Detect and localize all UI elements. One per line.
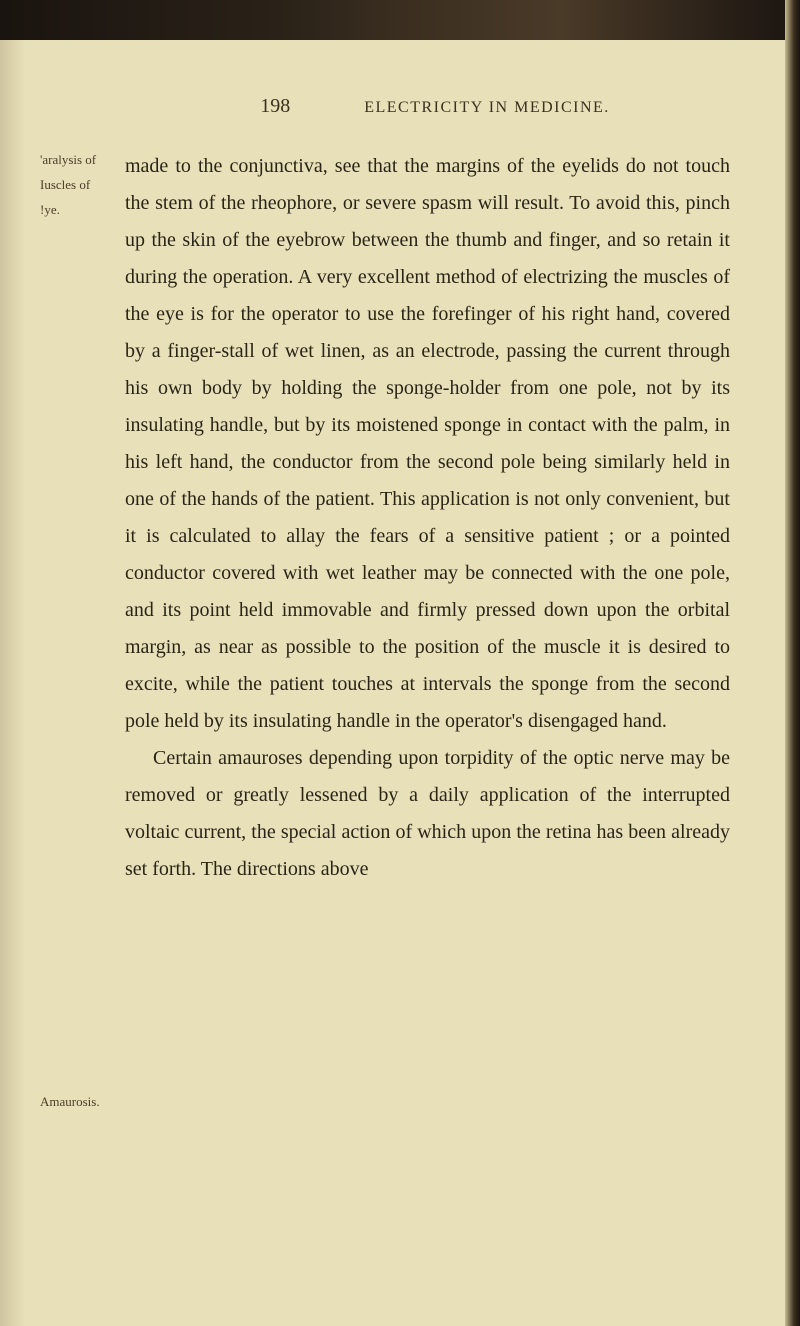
margin-note-amaurosis: Amaurosis. [40,1094,115,1111]
page-number: 198 [260,95,290,118]
body-paragraph-2: Certain amauroses depending upon torpidi… [125,740,730,888]
page-content: 198 ELECTRICITY IN MEDICINE. 'aralysis o… [0,0,800,1169]
body-container: 'aralysis of Iuscles of !ye. Amaurosis. … [40,148,750,1119]
body-paragraph-1: made to the conjunctiva, see that the ma… [125,148,730,740]
running-head: ELECTRICITY IN MEDICINE. [364,99,610,117]
page-header: 198 ELECTRICITY IN MEDICINE. [40,95,750,118]
main-text-column: made to the conjunctiva, see that the ma… [125,148,750,888]
margin-notes-column: 'aralysis of Iuscles of !ye. Amaurosis. [40,148,125,1119]
margin-note-muscles: Iuscles of [40,177,115,194]
margin-note-paralysis: 'aralysis of [40,152,115,169]
margin-note-eye: !ye. [40,202,115,219]
